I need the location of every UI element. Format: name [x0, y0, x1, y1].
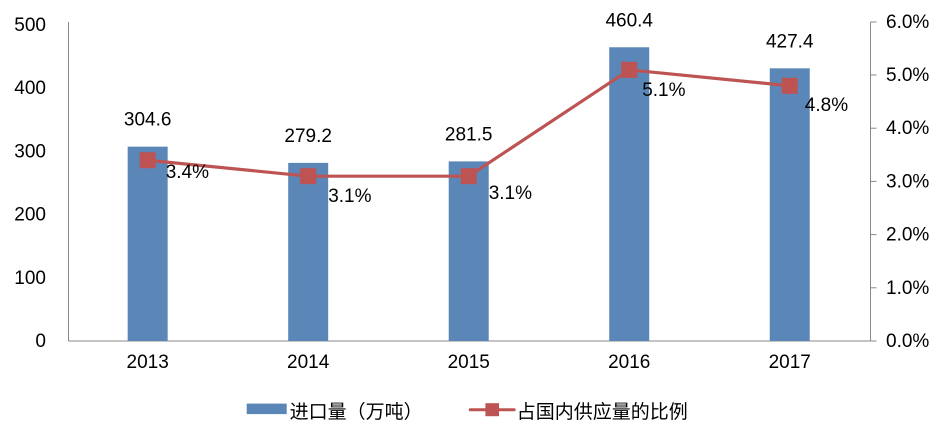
svg-text:279.2: 279.2	[284, 126, 332, 147]
svg-text:427.4: 427.4	[766, 31, 814, 52]
svg-text:460.4: 460.4	[605, 10, 653, 31]
svg-text:0: 0	[35, 331, 46, 352]
svg-text:2.0%: 2.0%	[886, 225, 929, 246]
svg-text:5.0%: 5.0%	[886, 65, 929, 86]
svg-text:进口量（万吨）: 进口量（万吨）	[290, 401, 423, 423]
svg-text:占国内供应量的比例: 占国内供应量的比例	[517, 401, 688, 423]
svg-text:400: 400	[14, 78, 46, 99]
svg-text:4.8%: 4.8%	[805, 95, 848, 116]
svg-text:3.1%: 3.1%	[328, 186, 371, 207]
svg-text:2016: 2016	[608, 352, 650, 373]
svg-text:6.0%: 6.0%	[886, 12, 929, 33]
svg-text:5.1%: 5.1%	[642, 80, 685, 101]
svg-text:1.0%: 1.0%	[886, 278, 929, 299]
svg-text:100: 100	[14, 268, 46, 289]
svg-text:2013: 2013	[127, 352, 169, 373]
svg-text:200: 200	[14, 205, 46, 226]
svg-text:4.0%: 4.0%	[886, 118, 929, 139]
svg-text:3.0%: 3.0%	[886, 171, 929, 192]
svg-text:281.5: 281.5	[445, 124, 493, 145]
svg-text:0.0%: 0.0%	[886, 331, 929, 352]
svg-text:2014: 2014	[287, 352, 330, 373]
svg-text:3.4%: 3.4%	[166, 162, 209, 183]
svg-text:3.1%: 3.1%	[489, 183, 532, 204]
svg-text:2017: 2017	[769, 352, 811, 373]
svg-text:500: 500	[14, 15, 46, 36]
svg-text:300: 300	[14, 141, 46, 162]
svg-text:304.6: 304.6	[124, 110, 172, 131]
svg-text:2015: 2015	[448, 352, 490, 373]
